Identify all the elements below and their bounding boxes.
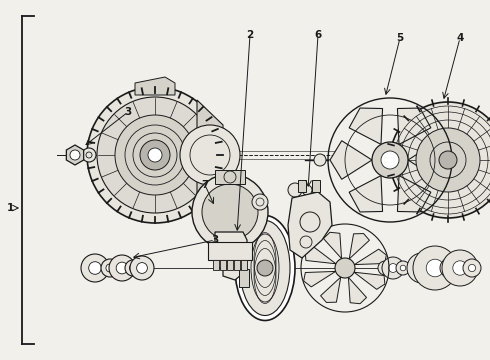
Circle shape [453,261,467,275]
Circle shape [389,264,397,273]
Circle shape [202,184,258,240]
Text: 2: 2 [246,30,254,40]
Text: 6: 6 [315,30,321,40]
Bar [213,260,219,270]
Polygon shape [330,141,372,179]
Circle shape [252,194,268,210]
Ellipse shape [235,216,295,320]
Circle shape [87,87,223,223]
Circle shape [400,265,406,271]
Circle shape [180,125,240,185]
Circle shape [314,154,326,166]
Polygon shape [320,277,341,302]
Circle shape [396,261,410,275]
Circle shape [101,259,119,277]
Circle shape [390,102,490,218]
Polygon shape [135,77,175,95]
Bar [239,269,249,287]
Circle shape [372,142,408,178]
Circle shape [97,97,213,213]
Circle shape [382,257,404,279]
Circle shape [140,140,170,170]
Circle shape [378,261,392,275]
Circle shape [148,148,162,162]
Polygon shape [304,271,336,287]
Text: 7: 7 [201,180,209,190]
Circle shape [416,262,428,274]
Polygon shape [288,192,332,258]
Bar [215,170,245,184]
Circle shape [408,263,418,273]
Circle shape [70,150,80,160]
Bar [234,260,240,270]
Polygon shape [408,141,450,179]
Bar [227,260,233,270]
Circle shape [440,258,460,278]
Circle shape [407,253,437,283]
Polygon shape [397,176,431,212]
Circle shape [382,265,388,271]
Circle shape [129,264,137,271]
Bar [312,180,320,192]
Circle shape [381,151,399,169]
Circle shape [288,183,302,197]
Circle shape [125,260,141,276]
Polygon shape [348,278,367,304]
Polygon shape [349,108,383,144]
Circle shape [442,250,478,286]
Bar [220,260,226,270]
Circle shape [257,260,273,276]
Circle shape [109,255,135,281]
Bar [241,260,247,270]
Polygon shape [349,176,383,212]
Circle shape [468,264,476,271]
Ellipse shape [240,220,290,315]
Circle shape [302,185,312,195]
Polygon shape [397,108,431,144]
Text: 4: 4 [456,33,464,43]
Text: 1: 1 [6,203,14,213]
Circle shape [192,174,268,250]
Circle shape [106,264,114,272]
Circle shape [439,151,457,169]
Bar [298,180,306,192]
Bar [208,242,252,260]
Polygon shape [197,100,223,210]
Circle shape [335,258,355,278]
Circle shape [115,115,195,195]
Circle shape [137,262,147,273]
Polygon shape [354,272,385,289]
Circle shape [82,148,96,162]
Circle shape [463,259,481,277]
Polygon shape [215,232,247,280]
Text: 3: 3 [211,235,219,245]
Circle shape [413,246,457,290]
Text: 5: 5 [396,33,404,43]
Circle shape [426,259,444,277]
Circle shape [81,254,109,282]
Polygon shape [349,234,369,259]
Circle shape [89,262,101,274]
Polygon shape [66,145,84,165]
Polygon shape [323,232,342,258]
Circle shape [452,152,468,168]
Circle shape [116,262,128,274]
Circle shape [416,128,480,192]
Circle shape [130,256,154,280]
Circle shape [411,266,415,270]
Polygon shape [305,247,336,264]
Circle shape [446,264,454,272]
Polygon shape [354,249,386,265]
Text: 3: 3 [124,107,132,117]
